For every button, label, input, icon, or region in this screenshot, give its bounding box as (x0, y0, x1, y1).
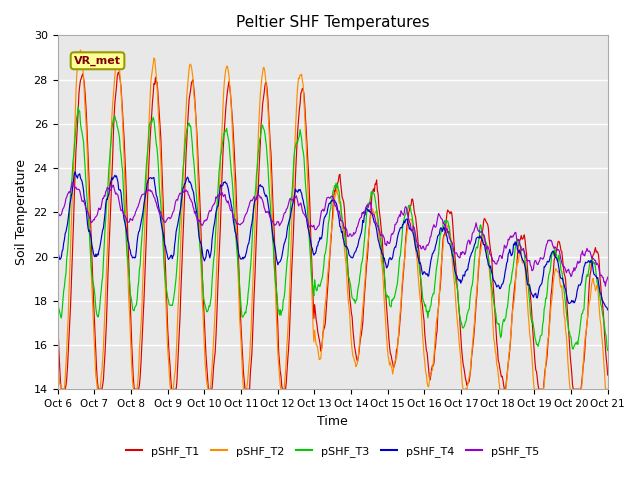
pSHF_T2 (178, 219, 186, 225)
pSHF_T1 (115, 69, 123, 75)
Text: VR_met: VR_met (74, 56, 121, 66)
Y-axis label: Soil Temperature: Soil Temperature (15, 159, 28, 265)
Line: pSHF_T3: pSHF_T3 (58, 108, 608, 350)
pSHF_T4 (71, 169, 79, 175)
pSHF_T3 (206, 303, 214, 309)
pSHF_T2 (59, 386, 67, 392)
pSHF_T5 (602, 283, 609, 289)
Line: pSHF_T5: pSHF_T5 (58, 182, 608, 286)
pSHF_T2 (207, 385, 214, 391)
Line: pSHF_T2: pSHF_T2 (58, 50, 608, 389)
pSHF_T4 (121, 219, 129, 225)
pSHF_T3 (177, 204, 184, 210)
pSHF_T1 (65, 349, 72, 355)
pSHF_T1 (178, 273, 186, 279)
pSHF_T5 (121, 213, 129, 218)
Legend: pSHF_T1, pSHF_T2, pSHF_T3, pSHF_T4, pSHF_T5: pSHF_T1, pSHF_T2, pSHF_T3, pSHF_T4, pSHF… (122, 442, 544, 462)
pSHF_T1 (58, 386, 65, 392)
pSHF_T5 (206, 207, 214, 213)
Line: pSHF_T4: pSHF_T4 (58, 172, 608, 310)
pSHF_T3 (121, 214, 129, 219)
pSHF_T4 (400, 218, 408, 224)
pSHF_T4 (177, 204, 184, 210)
Title: Peltier SHF Temperatures: Peltier SHF Temperatures (236, 15, 429, 30)
pSHF_T3 (604, 348, 612, 353)
pSHF_T1 (54, 314, 61, 320)
pSHF_T2 (122, 205, 129, 211)
pSHF_T1 (417, 282, 425, 288)
pSHF_T4 (417, 260, 424, 265)
pSHF_T4 (54, 249, 61, 254)
pSHF_T2 (54, 345, 61, 350)
pSHF_T4 (206, 255, 214, 261)
pSHF_T4 (604, 307, 612, 312)
pSHF_T2 (77, 47, 84, 53)
pSHF_T3 (54, 298, 61, 304)
pSHF_T2 (401, 253, 409, 259)
pSHF_T5 (63, 192, 71, 197)
pSHF_T1 (207, 386, 214, 392)
pSHF_T3 (63, 249, 71, 255)
X-axis label: Time: Time (317, 415, 348, 428)
pSHF_T5 (177, 191, 184, 196)
pSHF_T5 (417, 243, 424, 249)
pSHF_T3 (400, 216, 408, 222)
pSHF_T5 (400, 210, 408, 216)
pSHF_T1 (401, 252, 409, 257)
pSHF_T2 (604, 386, 612, 392)
Line: pSHF_T1: pSHF_T1 (58, 72, 608, 389)
pSHF_T2 (65, 313, 72, 319)
pSHF_T1 (604, 372, 612, 378)
pSHF_T3 (74, 105, 82, 110)
pSHF_T5 (54, 213, 61, 219)
pSHF_T4 (63, 221, 71, 227)
pSHF_T2 (417, 306, 425, 312)
pSHF_T5 (604, 275, 612, 280)
pSHF_T3 (417, 271, 424, 277)
pSHF_T1 (122, 170, 129, 176)
pSHF_T5 (69, 180, 77, 185)
